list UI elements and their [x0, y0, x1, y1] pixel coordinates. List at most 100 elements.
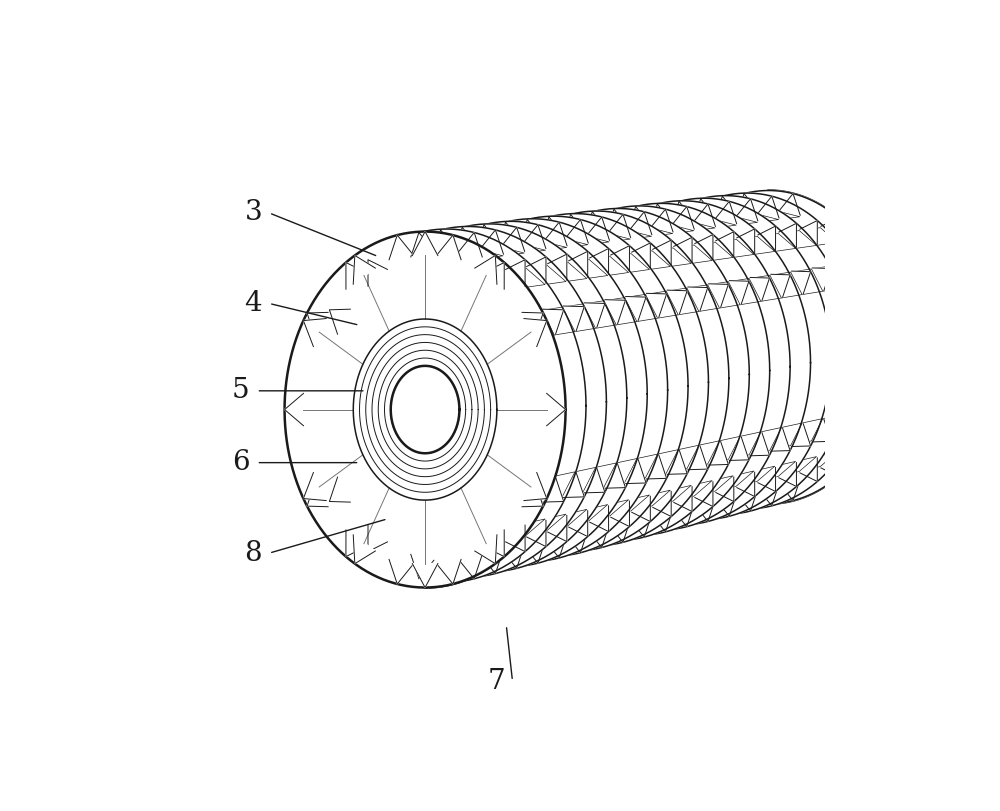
- Text: 7: 7: [488, 667, 506, 695]
- Polygon shape: [607, 503, 650, 513]
- Polygon shape: [778, 457, 816, 476]
- Polygon shape: [656, 457, 695, 476]
- Polygon shape: [821, 453, 838, 477]
- Polygon shape: [758, 226, 776, 251]
- Polygon shape: [547, 262, 587, 281]
- Polygon shape: [653, 491, 671, 517]
- Polygon shape: [563, 214, 585, 238]
- Polygon shape: [584, 272, 618, 298]
- Polygon shape: [531, 281, 550, 304]
- Polygon shape: [673, 497, 715, 508]
- Polygon shape: [457, 256, 498, 276]
- Polygon shape: [728, 278, 761, 305]
- Polygon shape: [352, 306, 373, 331]
- Polygon shape: [575, 274, 594, 297]
- Polygon shape: [633, 467, 650, 491]
- Polygon shape: [412, 254, 431, 281]
- Polygon shape: [770, 272, 802, 298]
- Polygon shape: [611, 236, 651, 255]
- Polygon shape: [285, 393, 304, 426]
- Polygon shape: [563, 513, 606, 523]
- Polygon shape: [678, 452, 717, 471]
- Polygon shape: [433, 549, 455, 573]
- Polygon shape: [678, 228, 717, 246]
- Polygon shape: [736, 236, 775, 255]
- Polygon shape: [487, 208, 749, 540]
- Polygon shape: [568, 504, 608, 526]
- Polygon shape: [317, 311, 351, 338]
- Polygon shape: [545, 245, 585, 264]
- Polygon shape: [564, 473, 584, 497]
- Polygon shape: [737, 479, 757, 500]
- Polygon shape: [307, 312, 328, 337]
- Polygon shape: [632, 496, 650, 521]
- Polygon shape: [435, 504, 476, 526]
- Polygon shape: [425, 191, 892, 587]
- Polygon shape: [523, 485, 563, 506]
- Polygon shape: [833, 415, 852, 437]
- Polygon shape: [651, 410, 684, 436]
- Polygon shape: [687, 285, 720, 311]
- Polygon shape: [520, 522, 563, 533]
- Polygon shape: [626, 297, 646, 321]
- Polygon shape: [412, 232, 438, 255]
- Polygon shape: [606, 418, 640, 445]
- Polygon shape: [610, 254, 649, 272]
- Polygon shape: [527, 257, 546, 283]
- Text: 4: 4: [245, 290, 262, 317]
- Polygon shape: [476, 533, 520, 543]
- Polygon shape: [780, 479, 800, 500]
- Polygon shape: [629, 222, 671, 230]
- Polygon shape: [532, 204, 790, 530]
- Polygon shape: [478, 501, 497, 526]
- Polygon shape: [456, 248, 475, 274]
- Polygon shape: [459, 250, 503, 259]
- Polygon shape: [544, 238, 563, 262]
- Polygon shape: [694, 483, 736, 493]
- Polygon shape: [566, 220, 588, 243]
- Polygon shape: [374, 303, 395, 328]
- Polygon shape: [778, 230, 816, 248]
- Polygon shape: [531, 437, 550, 461]
- Polygon shape: [450, 449, 485, 478]
- Polygon shape: [737, 214, 779, 222]
- Polygon shape: [629, 497, 671, 508]
- Polygon shape: [667, 290, 687, 314]
- Polygon shape: [645, 291, 678, 318]
- Polygon shape: [484, 524, 524, 545]
- Polygon shape: [420, 217, 688, 556]
- Polygon shape: [630, 514, 652, 537]
- Polygon shape: [620, 268, 639, 290]
- Polygon shape: [438, 552, 482, 564]
- Polygon shape: [633, 226, 650, 251]
- Polygon shape: [438, 235, 461, 260]
- Polygon shape: [750, 277, 769, 301]
- Polygon shape: [479, 495, 520, 516]
- Polygon shape: [758, 484, 779, 506]
- Polygon shape: [655, 462, 672, 487]
- Polygon shape: [353, 255, 375, 285]
- Polygon shape: [646, 455, 667, 479]
- Text: 3: 3: [245, 200, 262, 226]
- Polygon shape: [620, 419, 639, 442]
- Polygon shape: [672, 494, 693, 517]
- Polygon shape: [475, 255, 497, 285]
- Polygon shape: [390, 521, 409, 547]
- Polygon shape: [457, 500, 498, 521]
- Polygon shape: [428, 294, 462, 321]
- Polygon shape: [609, 214, 631, 238]
- Polygon shape: [758, 467, 776, 491]
- Polygon shape: [375, 221, 647, 567]
- Polygon shape: [770, 423, 802, 450]
- Polygon shape: [285, 232, 566, 587]
- Text: 8: 8: [245, 539, 262, 567]
- Polygon shape: [715, 471, 754, 491]
- Polygon shape: [475, 534, 497, 564]
- Polygon shape: [541, 217, 563, 240]
- Polygon shape: [369, 519, 410, 540]
- Polygon shape: [542, 307, 575, 335]
- Polygon shape: [455, 245, 499, 253]
- Polygon shape: [715, 478, 757, 487]
- Polygon shape: [396, 300, 417, 324]
- Polygon shape: [543, 309, 564, 334]
